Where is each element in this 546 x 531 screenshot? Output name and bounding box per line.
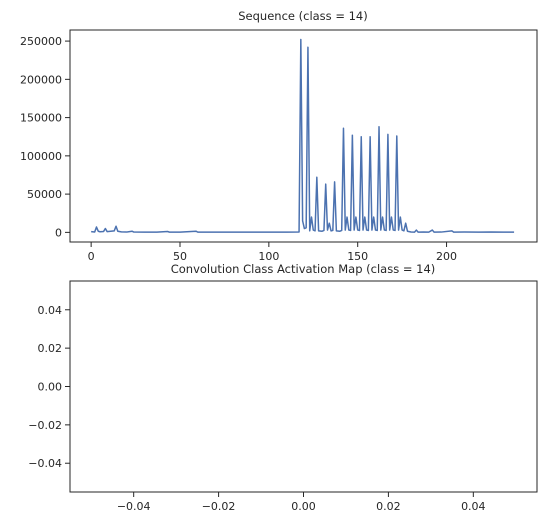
sequence-chart-title: Sequence (class = 14) <box>238 9 367 23</box>
sequence-x-tick-label: 100 <box>258 250 279 263</box>
cam-x-axis: −0.04 −0.02 0.00 0.02 0.04 <box>117 492 486 513</box>
cam-y-tick-label: −0.04 <box>28 457 62 470</box>
cam-chart: −0.04 −0.02 0.00 0.02 0.04 0.04 0.02 0.00 −0.02… <box>28 262 538 513</box>
cam-y-tick-label: 0.02 <box>38 342 63 355</box>
sequence-line-layer <box>91 38 515 233</box>
sequence-y-tick-label: 200000 <box>20 73 62 86</box>
sequence-chart: Sequence (class = 14) 0 50 100 150 200 0 5000… <box>20 9 538 263</box>
sequence-y-tick-label: 0 <box>55 226 62 239</box>
sequence-x-tick-label: 150 <box>347 250 368 263</box>
cam-x-tick-label: 0.04 <box>461 500 486 513</box>
sequence-x-tick-label: 50 <box>173 250 187 263</box>
sequence-x-axis: 0 50 100 150 200 <box>88 242 457 263</box>
sequence-y-tick-label: 50000 <box>27 188 62 201</box>
cam-x-tick-label: −0.04 <box>117 500 151 513</box>
sequence-x-tick-label: 0 <box>88 250 95 263</box>
sequence-series-line <box>91 38 515 233</box>
sequence-y-tick-label: 150000 <box>20 112 62 125</box>
cam-chart-title: Convolution Class Activation Map (class … <box>171 262 436 276</box>
sequence-y-tick-label: 100000 <box>20 150 62 163</box>
sequence-chart-frame <box>69 29 538 243</box>
cam-x-tick-label: −0.02 <box>202 500 236 513</box>
cam-chart-frame <box>69 280 538 493</box>
cam-y-tick-label: −0.02 <box>28 419 62 432</box>
cam-y-tick-label: 0.00 <box>38 381 63 394</box>
sequence-y-axis: 0 50000 100000 150000 200000 250000 <box>20 35 70 239</box>
cam-y-tick-label: 0.04 <box>38 304 63 317</box>
cam-y-axis: 0.04 0.02 0.00 −0.02 −0.04 <box>28 304 70 470</box>
cam-x-tick-label: 0.00 <box>291 500 316 513</box>
sequence-x-tick-label: 200 <box>436 250 457 263</box>
cam-x-tick-label: 0.02 <box>376 500 401 513</box>
sequence-y-tick-label: 250000 <box>20 35 62 48</box>
